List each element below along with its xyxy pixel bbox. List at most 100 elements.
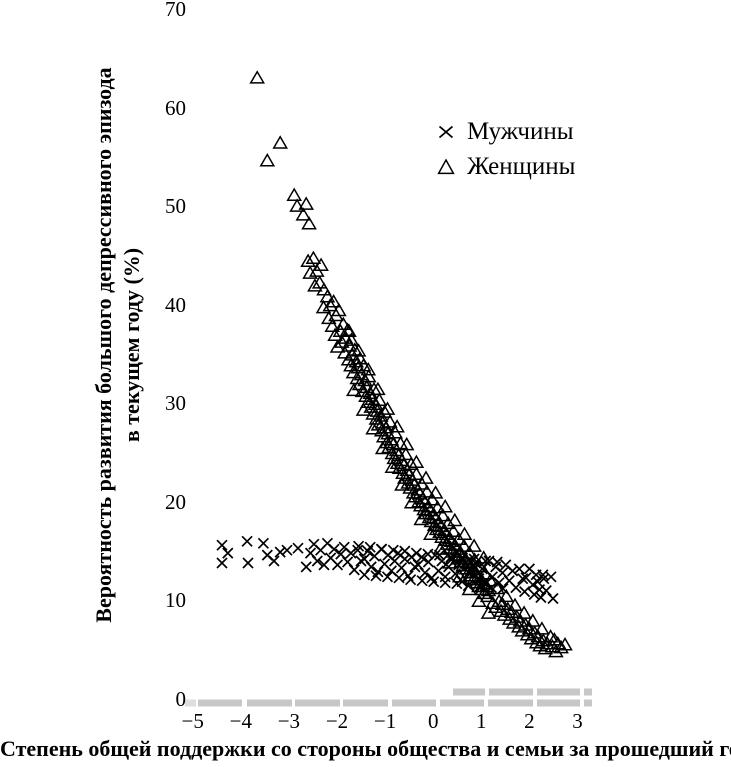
cross-data-point xyxy=(328,543,340,555)
triangle-data-point xyxy=(456,538,472,552)
triangle-data-point xyxy=(480,582,497,597)
triangle-data-point xyxy=(319,289,336,303)
cross-data-point xyxy=(416,551,428,563)
triangle-data-point xyxy=(348,354,365,368)
x-tick-label-1: 1 xyxy=(476,709,487,733)
cross-data-point xyxy=(268,555,280,567)
cross-data-point xyxy=(281,544,293,556)
triangle-data-point xyxy=(373,423,390,437)
triangle-data-point xyxy=(374,440,391,455)
triangle-data-point xyxy=(461,581,478,596)
triangle-data-point xyxy=(389,419,405,433)
x-tick-label-3: 3 xyxy=(572,709,583,733)
triangle-data-point xyxy=(507,597,523,612)
triangle-data-point xyxy=(307,278,323,292)
cross-data-point xyxy=(506,565,519,577)
triangle-data-point xyxy=(311,275,328,289)
triangle-data-point xyxy=(553,639,569,654)
y-axis-title-line1: Вероятность развития большого депрессивн… xyxy=(91,67,116,623)
triangle-data-point xyxy=(302,265,318,279)
triangle-data-point xyxy=(446,512,463,527)
triangle-data-point xyxy=(362,385,379,400)
triangle-data-point xyxy=(440,515,456,530)
triangle-data-point xyxy=(423,513,440,528)
x-tick-label-0: 0 xyxy=(427,709,439,733)
legend-label-women: Женщины xyxy=(467,152,576,180)
triangle-data-point xyxy=(397,446,414,461)
cross-data-point xyxy=(545,571,557,583)
cross-data-point xyxy=(491,556,503,568)
cross-data-point xyxy=(537,569,549,581)
cross-data-point xyxy=(381,571,394,583)
cross-data-point xyxy=(416,575,428,587)
triangle-data-point xyxy=(437,499,454,513)
triangle-data-point xyxy=(403,456,419,471)
triangle-data-point xyxy=(289,198,305,212)
x-tick-label--4: −4 xyxy=(229,709,252,733)
triangle-data-point xyxy=(301,216,317,230)
triangle-data-point xyxy=(360,368,377,383)
triangle-data-point xyxy=(345,382,362,397)
triangle-data-point xyxy=(350,343,367,357)
cross-data-point xyxy=(540,584,552,597)
cross-data-point xyxy=(409,561,421,573)
triangle-data-point xyxy=(384,459,401,474)
cross-data-point xyxy=(370,570,382,582)
triangle-data-point xyxy=(549,636,566,650)
rug-dash xyxy=(537,699,580,707)
x-tick-label--3: −3 xyxy=(277,709,301,733)
cross-data-point xyxy=(274,546,286,558)
cross-data-point xyxy=(535,591,547,604)
triangle-data-point xyxy=(316,282,332,296)
triangle-data-point xyxy=(512,613,529,627)
triangle-data-point xyxy=(466,552,483,566)
triangle-data-point xyxy=(548,643,564,658)
triangle-data-point xyxy=(358,388,374,403)
triangle-data-point xyxy=(434,529,450,543)
cross-data-point xyxy=(222,547,234,559)
cross-data-point xyxy=(331,559,344,571)
triangle-data-point xyxy=(419,484,435,498)
rug-dash xyxy=(537,688,580,696)
triangle-data-point xyxy=(487,599,504,613)
triangle-data-point xyxy=(376,404,393,418)
triangle-data-point xyxy=(370,381,386,396)
triangle-data-point xyxy=(394,477,410,491)
triangle-data-point xyxy=(460,565,477,579)
triangle-data-point xyxy=(557,637,573,651)
triangle-data-point xyxy=(360,362,377,376)
rug-dash xyxy=(489,688,533,696)
triangle-data-point xyxy=(471,578,487,593)
triangle-data-point xyxy=(418,470,434,484)
y-tick-label-0: 0 xyxy=(175,687,187,711)
cross-data-point xyxy=(433,549,446,561)
triangle-data-point xyxy=(480,605,497,619)
x-tick-label--1: −1 xyxy=(373,709,397,733)
cross-data-point xyxy=(531,576,544,588)
y-tick-label-30: 30 xyxy=(165,391,186,416)
triangle-data-point xyxy=(482,572,499,587)
cross-data-point xyxy=(216,557,228,569)
triangle-data-point xyxy=(336,345,353,359)
triangle-data-point xyxy=(272,135,289,149)
series-cross xyxy=(216,535,559,605)
triangle-data-point xyxy=(379,401,396,415)
triangle-data-point xyxy=(534,621,550,635)
triangle-data-point xyxy=(496,607,513,621)
triangle-data-point xyxy=(461,545,478,559)
triangle-data-point xyxy=(408,466,425,480)
triangle-data-point xyxy=(329,339,346,353)
cross-data-point xyxy=(376,543,388,555)
y-tick-label-50: 50 xyxy=(165,194,186,219)
triangle-data-point xyxy=(325,294,342,308)
legend-item-women: Женщины xyxy=(436,149,575,184)
triangle-data-point xyxy=(489,580,506,595)
rug-dash xyxy=(488,699,533,707)
triangle-marker-icon xyxy=(437,157,455,174)
triangle-data-point xyxy=(456,526,473,541)
y-axis-title: Вероятность развития большого депрессивн… xyxy=(90,45,148,645)
triangle-data-point xyxy=(352,351,368,365)
triangle-data-point xyxy=(371,392,388,406)
cross-data-point xyxy=(300,561,312,573)
